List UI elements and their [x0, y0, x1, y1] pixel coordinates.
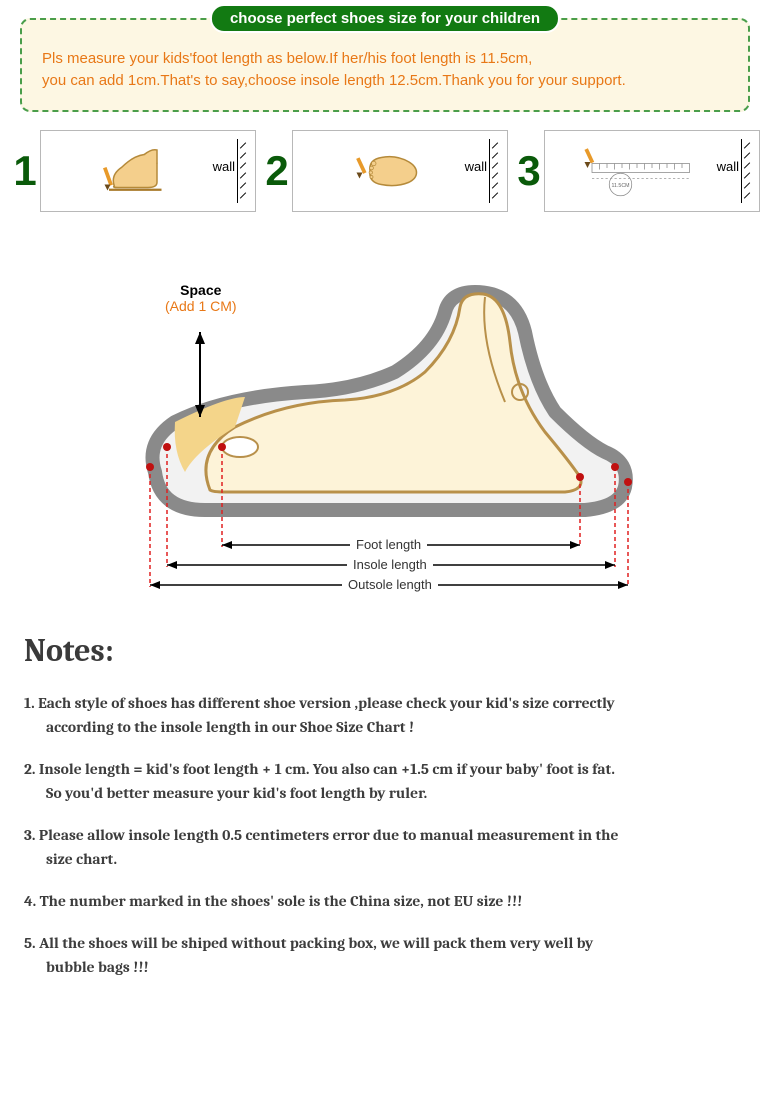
- outsole-length-label: Outsole length: [342, 577, 438, 592]
- note-num: 2.: [24, 760, 35, 778]
- header-badge: choose perfect shoes size for your child…: [210, 4, 560, 33]
- note-item-4: 4. The number marked in the shoes' sole …: [24, 889, 746, 913]
- note-num: 4.: [24, 892, 36, 910]
- note-item-1: 1. Each style of shoes has different sho…: [24, 691, 746, 739]
- step-frame: wall: [40, 130, 256, 212]
- note-item-3: 3. Please allow insole length 0.5 centim…: [24, 823, 746, 871]
- insole-length-label: Insole length: [347, 557, 433, 572]
- note-text: Insole length = kid's foot length + 1 cm…: [39, 760, 615, 778]
- wall-label: wall: [717, 159, 739, 174]
- sizing-header-box: choose perfect shoes size for your child…: [20, 18, 750, 112]
- note-num: 1.: [24, 694, 35, 712]
- note-cont: according to the insole length in our Sh…: [24, 715, 746, 739]
- note-cont: size chart.: [24, 847, 746, 871]
- note-text: All the shoes will be shiped without pac…: [39, 934, 593, 952]
- measurement-steps-row: 1 wall 2: [10, 130, 760, 212]
- wall-hatch-icon: [489, 139, 501, 203]
- header-instruction-text: Pls measure your kids'foot length as bel…: [42, 48, 728, 92]
- wall-hatch-icon: [741, 139, 753, 203]
- note-item-5: 5. All the shoes will be shiped without …: [24, 931, 746, 979]
- wall-label: wall: [213, 159, 235, 174]
- note-cont: bubble bags !!!: [24, 955, 746, 979]
- step-3: 3 11.5CM: [514, 130, 760, 212]
- note-num: 3.: [24, 826, 35, 844]
- step-1: 1 wall: [10, 130, 256, 212]
- measure-value-text: 11.5CM: [612, 182, 630, 188]
- note-item-2: 2. Insole length = kid's foot length + 1…: [24, 757, 746, 805]
- step-2: 2 wall: [262, 130, 508, 212]
- shoe-diagram: Space (Add 1 CM): [125, 252, 645, 602]
- note-text: Each style of shoes has different shoe v…: [38, 694, 615, 712]
- step-frame: 11.5CM wall: [544, 130, 760, 212]
- step-number: 1: [10, 130, 40, 212]
- foot-length-label: Foot length: [350, 537, 427, 552]
- note-cont: So you'd better measure your kid's foot …: [24, 781, 746, 805]
- foot-side-icon: [103, 141, 193, 201]
- note-text: The number marked in the shoes' sole is …: [40, 892, 523, 910]
- ruler-icon: 11.5CM: [582, 141, 722, 201]
- notes-heading: Notes:: [24, 632, 746, 669]
- step-frame: wall: [292, 130, 508, 212]
- foot-top-icon: [355, 141, 445, 201]
- step-number: 3: [514, 130, 544, 212]
- step-number: 2: [262, 130, 292, 212]
- header-line1: Pls measure your kids'foot length as bel…: [42, 50, 532, 67]
- wall-label: wall: [465, 159, 487, 174]
- notes-section: Notes: 1. Each style of shoes has differ…: [24, 632, 746, 979]
- note-num: 5.: [24, 934, 36, 952]
- note-text: Please allow insole length 0.5 centimete…: [39, 826, 619, 844]
- header-line2: you can add 1cm.That's to say,choose ins…: [42, 72, 626, 89]
- wall-hatch-icon: [237, 139, 249, 203]
